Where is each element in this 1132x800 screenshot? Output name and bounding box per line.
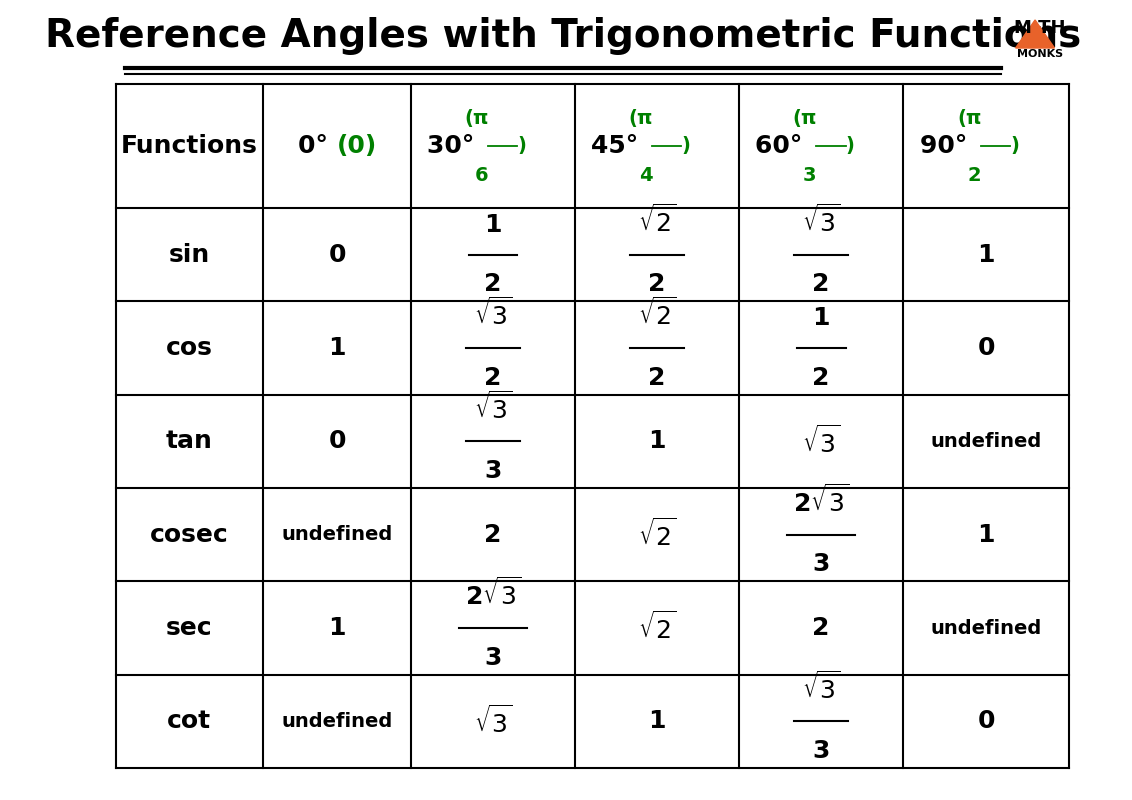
- Text: M TH: M TH: [1014, 19, 1065, 37]
- Text: 1: 1: [328, 336, 346, 360]
- Text: cosec: cosec: [151, 522, 229, 546]
- Text: MONKS: MONKS: [1017, 49, 1063, 58]
- Text: 1: 1: [649, 710, 666, 734]
- Text: ): ): [517, 137, 526, 155]
- Text: (π: (π: [628, 110, 652, 128]
- Text: (π: (π: [464, 110, 488, 128]
- Text: sec: sec: [166, 616, 213, 640]
- Text: $\sqrt{2}$: $\sqrt{2}$: [637, 612, 677, 644]
- Text: 2: 2: [968, 166, 981, 185]
- Text: $\sqrt{3}$: $\sqrt{3}$: [801, 671, 841, 704]
- Text: 2: 2: [813, 366, 830, 390]
- Text: $\sqrt{2}$: $\sqrt{2}$: [637, 205, 677, 237]
- Text: 3: 3: [803, 166, 816, 185]
- Text: $\sqrt{3}$: $\sqrt{3}$: [474, 298, 513, 330]
- Text: 1: 1: [813, 306, 830, 330]
- Text: 30°: 30°: [427, 134, 483, 158]
- Text: $\sqrt{3}$: $\sqrt{3}$: [801, 425, 841, 458]
- Text: 2: 2: [649, 272, 666, 296]
- Text: 1: 1: [328, 616, 346, 640]
- Text: 2$\sqrt{3}$: 2$\sqrt{3}$: [794, 485, 849, 517]
- Text: undefined: undefined: [282, 525, 393, 544]
- Text: cos: cos: [166, 336, 213, 360]
- Text: undefined: undefined: [931, 618, 1041, 638]
- Text: (π: (π: [957, 110, 981, 128]
- Text: 1: 1: [484, 213, 501, 237]
- Text: 0: 0: [328, 242, 346, 266]
- Text: $\sqrt{2}$: $\sqrt{2}$: [637, 298, 677, 330]
- Text: 2: 2: [813, 616, 830, 640]
- Text: $\sqrt{3}$: $\sqrt{3}$: [801, 205, 841, 237]
- Polygon shape: [1015, 20, 1055, 48]
- Text: 6: 6: [474, 166, 488, 185]
- Text: 2$\sqrt{3}$: 2$\sqrt{3}$: [465, 578, 521, 610]
- Text: (π: (π: [792, 110, 816, 128]
- Text: ): ): [1011, 137, 1019, 155]
- Text: 1: 1: [977, 522, 995, 546]
- Text: 4: 4: [638, 166, 652, 185]
- Text: 2: 2: [813, 272, 830, 296]
- Text: Functions: Functions: [121, 134, 258, 158]
- Text: 0: 0: [977, 336, 995, 360]
- Text: 90°: 90°: [920, 134, 977, 158]
- Text: 1: 1: [649, 430, 666, 454]
- Text: 3: 3: [484, 459, 501, 483]
- Text: $\sqrt{3}$: $\sqrt{3}$: [474, 391, 513, 424]
- Text: undefined: undefined: [931, 432, 1041, 451]
- Text: undefined: undefined: [282, 712, 393, 731]
- Text: 2: 2: [484, 366, 501, 390]
- Text: sin: sin: [169, 242, 211, 266]
- Text: ): ): [846, 137, 855, 155]
- Text: 45°: 45°: [591, 134, 648, 158]
- Text: $\sqrt{2}$: $\sqrt{2}$: [637, 518, 677, 551]
- Text: 0: 0: [328, 430, 346, 454]
- Text: Reference Angles with Trigonometric Functions: Reference Angles with Trigonometric Func…: [45, 17, 1081, 55]
- Text: 3: 3: [813, 552, 830, 576]
- Text: tan: tan: [166, 430, 213, 454]
- Text: 3: 3: [484, 646, 501, 670]
- Text: 2: 2: [484, 272, 501, 296]
- Text: ): ): [681, 137, 691, 155]
- Text: 60°: 60°: [755, 134, 812, 158]
- Text: 3: 3: [813, 739, 830, 763]
- Text: (0): (0): [337, 134, 377, 158]
- Text: 0°: 0°: [299, 134, 337, 158]
- Text: $\sqrt{3}$: $\sqrt{3}$: [474, 705, 513, 738]
- Text: 2: 2: [649, 366, 666, 390]
- Text: cot: cot: [168, 710, 212, 734]
- Text: 2: 2: [484, 522, 501, 546]
- Text: 1: 1: [977, 242, 995, 266]
- Text: 0: 0: [977, 710, 995, 734]
